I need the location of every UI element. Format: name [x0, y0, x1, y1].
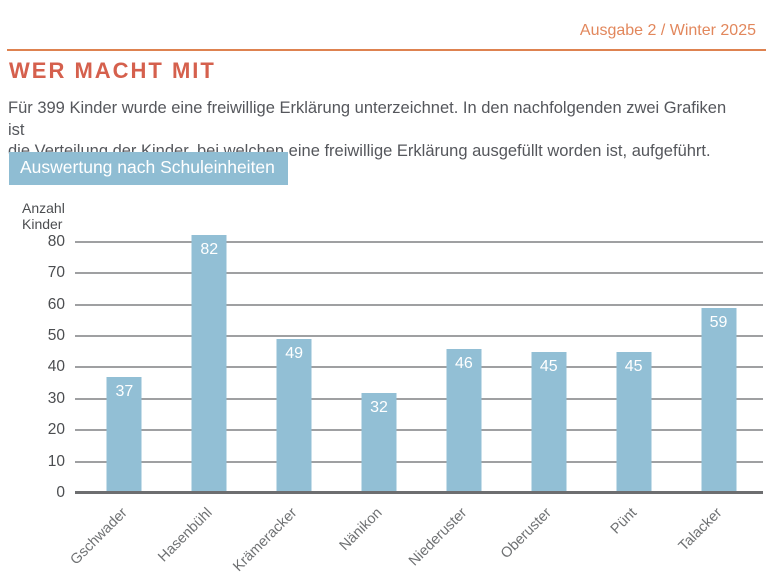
gridline — [75, 460, 763, 463]
y-tick-label: 30 — [47, 389, 65, 407]
bar: 46 — [446, 349, 482, 493]
bar-slot: 49 Krämeracker — [230, 230, 337, 575]
issue-label: Ausgabe 2 / Winter 2025 — [579, 22, 756, 39]
bar-value-label: 45 — [539, 358, 558, 375]
x-category-label: Talacker — [675, 505, 725, 555]
bar-slot: 82 Hasenbühl — [155, 230, 252, 565]
y-axis-title: Anzahl Kinder — [22, 200, 65, 232]
bar-slot: 37 Gschwader — [68, 230, 167, 568]
x-category-label: Pünt — [607, 505, 641, 538]
y-tick-label: 0 — [56, 484, 65, 501]
chart-title-badge: Auswertung nach Schuleinheiten — [9, 152, 288, 185]
x-category-label: Gschwader — [67, 505, 131, 569]
x-category-label: Hasenbühl — [155, 505, 216, 566]
bar: 45 — [616, 352, 652, 493]
y-axis-title-line-1: Anzahl — [22, 200, 65, 216]
gridline — [75, 240, 763, 243]
bar-slot: 45 Pünt — [591, 230, 676, 537]
intro-line-1: Für 399 Kinder wurde eine freiwillige Er… — [8, 99, 727, 139]
bar-slot: 45 Oberuster — [498, 230, 591, 562]
chart-plot: 0 10 20 30 40 50 60 70 80 37 Gschwader 82 Hasenbühl 4… — [48, 230, 763, 575]
bar: 59 — [701, 308, 737, 493]
x-category-label: Niederuster — [405, 505, 471, 570]
y-tick-label: 60 — [47, 295, 65, 313]
bar: 37 — [106, 377, 142, 493]
y-tick-label: 80 — [47, 232, 65, 250]
x-category-label: Oberuster — [498, 505, 556, 562]
y-tick-label: 10 — [47, 452, 65, 470]
gridline — [75, 397, 763, 400]
bar-slot: 32 Nänikon — [336, 230, 422, 554]
y-tick-label: 50 — [47, 326, 65, 344]
bar: 49 — [276, 339, 312, 493]
bar: 82 — [191, 235, 227, 493]
gridline — [75, 429, 763, 432]
y-tick-label: 70 — [47, 264, 65, 282]
bar-value-label: 82 — [200, 241, 219, 258]
y-tick-label: 40 — [47, 358, 65, 376]
bar: 45 — [531, 352, 567, 493]
y-axis-title-line-2: Kinder — [22, 216, 63, 232]
bar-slot: 46 Niederuster — [406, 230, 507, 569]
bar-value-label: 37 — [115, 383, 134, 400]
page-title: WER MACHT MIT — [9, 58, 216, 83]
x-axis-line — [75, 491, 763, 494]
bar-value-label: 32 — [370, 399, 388, 416]
gridline — [75, 272, 763, 275]
bar: 32 — [361, 393, 397, 493]
bar-value-label: 49 — [285, 345, 304, 362]
bar-slots: 37 Gschwader 82 Hasenbühl 49 Krämeracker 32 Nän… — [68, 230, 761, 575]
gridline — [75, 366, 763, 369]
header-rule — [7, 49, 766, 51]
bar-value-label: 45 — [624, 358, 643, 375]
gridline — [75, 334, 763, 337]
bar-value-label: 46 — [455, 355, 473, 372]
bar-value-label: 59 — [709, 314, 728, 331]
bar-slot: 59 Talacker — [675, 230, 761, 554]
y-tick-label: 20 — [47, 421, 65, 439]
gridline — [75, 303, 763, 306]
x-category-label: Nänikon — [336, 505, 386, 554]
x-category-label: Krämeracker — [230, 505, 301, 576]
